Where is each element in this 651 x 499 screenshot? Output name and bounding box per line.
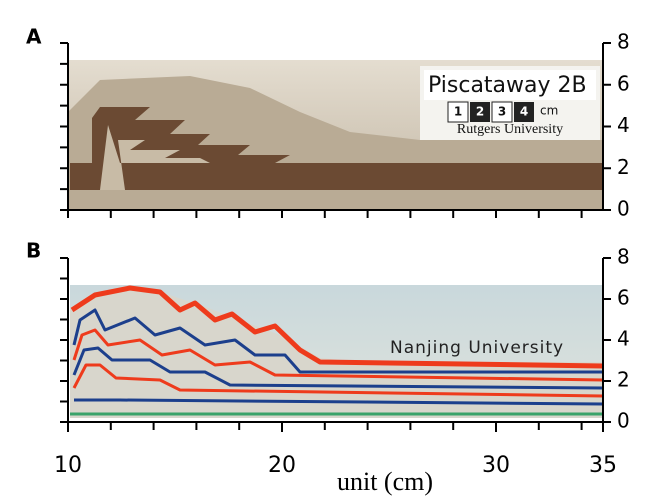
- photo-caption: Piscataway 2B: [428, 73, 587, 98]
- scale-number: 3: [498, 105, 506, 119]
- scale-number: 4: [520, 105, 528, 119]
- y-tick-label: 8: [617, 30, 630, 54]
- photo-institution: Rutgers University: [457, 122, 563, 137]
- x-tick-label: 30: [482, 453, 510, 478]
- y-tick-label: 2: [617, 368, 630, 392]
- x-tick-label: 10: [54, 453, 82, 478]
- y-tick-label: 4: [617, 113, 630, 137]
- photo-institution: Nanjing University: [390, 338, 564, 358]
- y-tick-label: 6: [617, 286, 630, 310]
- scale-number: 2: [476, 105, 484, 119]
- y-tick-label: 6: [617, 71, 630, 95]
- y-tick-label: 2: [617, 155, 630, 179]
- y-tick-label: 8: [617, 245, 630, 269]
- y-tick-label: 0: [617, 197, 630, 221]
- scale-unit: cm: [540, 104, 558, 118]
- x-tick-label: 35: [589, 453, 617, 478]
- panel-label: A: [26, 25, 42, 49]
- scale-number: 1: [454, 105, 462, 119]
- x-axis-label: unit (cm): [337, 467, 433, 496]
- y-tick-label: 4: [617, 327, 630, 351]
- figure: Piscataway 2B 1 2 3 4 cm Rutgers Univers…: [0, 0, 651, 499]
- y-tick-label: 0: [617, 409, 630, 433]
- x-tick-label: 20: [268, 453, 296, 478]
- panel-label: B: [26, 239, 41, 263]
